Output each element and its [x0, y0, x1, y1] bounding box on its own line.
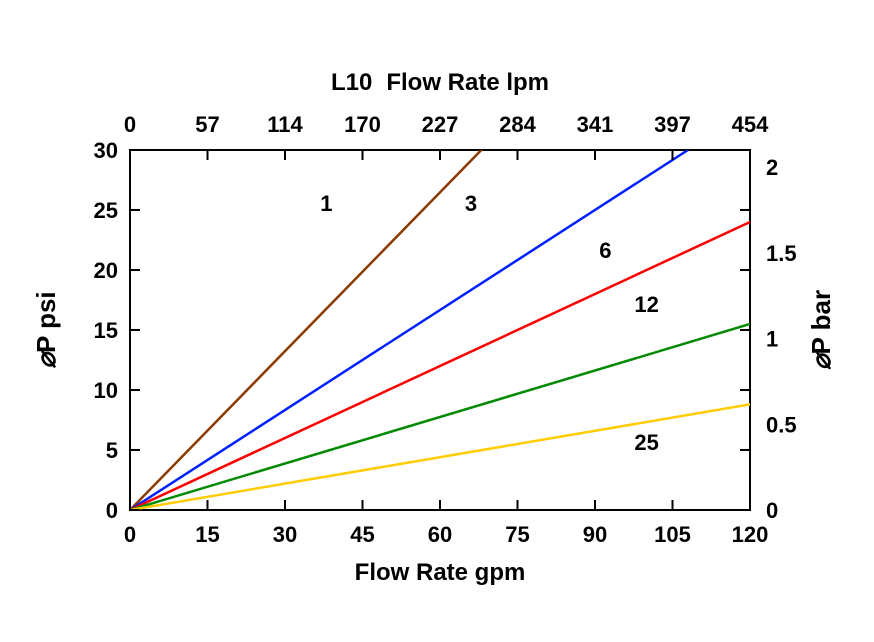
- y-right-label: ⌀P bar: [806, 290, 836, 370]
- x-bottom-tick-label: 0: [124, 522, 136, 547]
- y-right-tick-label: 2: [766, 155, 778, 180]
- series-3: [130, 150, 688, 510]
- x-bottom-tick-label: 90: [583, 522, 607, 547]
- y-left-tick-label: 25: [94, 198, 118, 223]
- x-top-tick-label: 57: [195, 112, 219, 137]
- series-25: [130, 404, 750, 510]
- x-bottom-label: Flow Rate gpm: [355, 559, 526, 586]
- x-bottom-tick-label: 105: [654, 522, 691, 547]
- y-left-tick-label: 15: [94, 318, 118, 343]
- x-bottom-tick-label: 60: [428, 522, 452, 547]
- series-label-25: 25: [634, 430, 658, 455]
- x-bottom-tick-label: 75: [505, 522, 529, 547]
- y-right-tick-label: 0.5: [766, 412, 797, 437]
- x-bottom-tick-label: 15: [195, 522, 219, 547]
- y-left-tick-label: 5: [106, 438, 118, 463]
- y-right-tick-label: 1: [766, 327, 778, 352]
- x-bottom-tick-label: 45: [350, 522, 374, 547]
- x-top-tick-label: 341: [577, 112, 614, 137]
- chart-title: L10Flow Rate lpm: [331, 69, 549, 96]
- series-label-12: 12: [634, 292, 658, 317]
- y-left-tick-label: 0: [106, 498, 118, 523]
- x-top-tick-label: 227: [422, 112, 459, 137]
- series-group: [130, 150, 750, 510]
- x-top-tick-label: 0: [124, 112, 136, 137]
- y-left-label: ⌀P psi: [31, 291, 61, 368]
- x-top-tick-label: 397: [654, 112, 691, 137]
- x-top-tick-label: 170: [344, 112, 381, 137]
- x-top-tick-label: 454: [732, 112, 769, 137]
- y-left-tick-label: 20: [94, 258, 118, 283]
- series-6: [130, 222, 750, 510]
- series-label-6: 6: [599, 238, 611, 263]
- pressure-flow-chart: 1361225015304560759010512005711417022728…: [0, 0, 874, 642]
- y-left-tick-label: 30: [94, 138, 118, 163]
- y-left-tick-label: 10: [94, 378, 118, 403]
- x-bottom-tick-label: 30: [273, 522, 297, 547]
- x-top-tick-label: 114: [267, 112, 303, 137]
- series-12: [130, 324, 750, 510]
- y-right-tick-label: 1.5: [766, 241, 797, 266]
- x-bottom-tick-label: 120: [732, 522, 769, 547]
- y-right-tick-label: 0: [766, 498, 778, 523]
- x-top-tick-label: 284: [499, 112, 536, 137]
- series-label-3: 3: [465, 191, 477, 216]
- chart-container: 1361225015304560759010512005711417022728…: [0, 0, 874, 642]
- series-label-1: 1: [320, 191, 332, 216]
